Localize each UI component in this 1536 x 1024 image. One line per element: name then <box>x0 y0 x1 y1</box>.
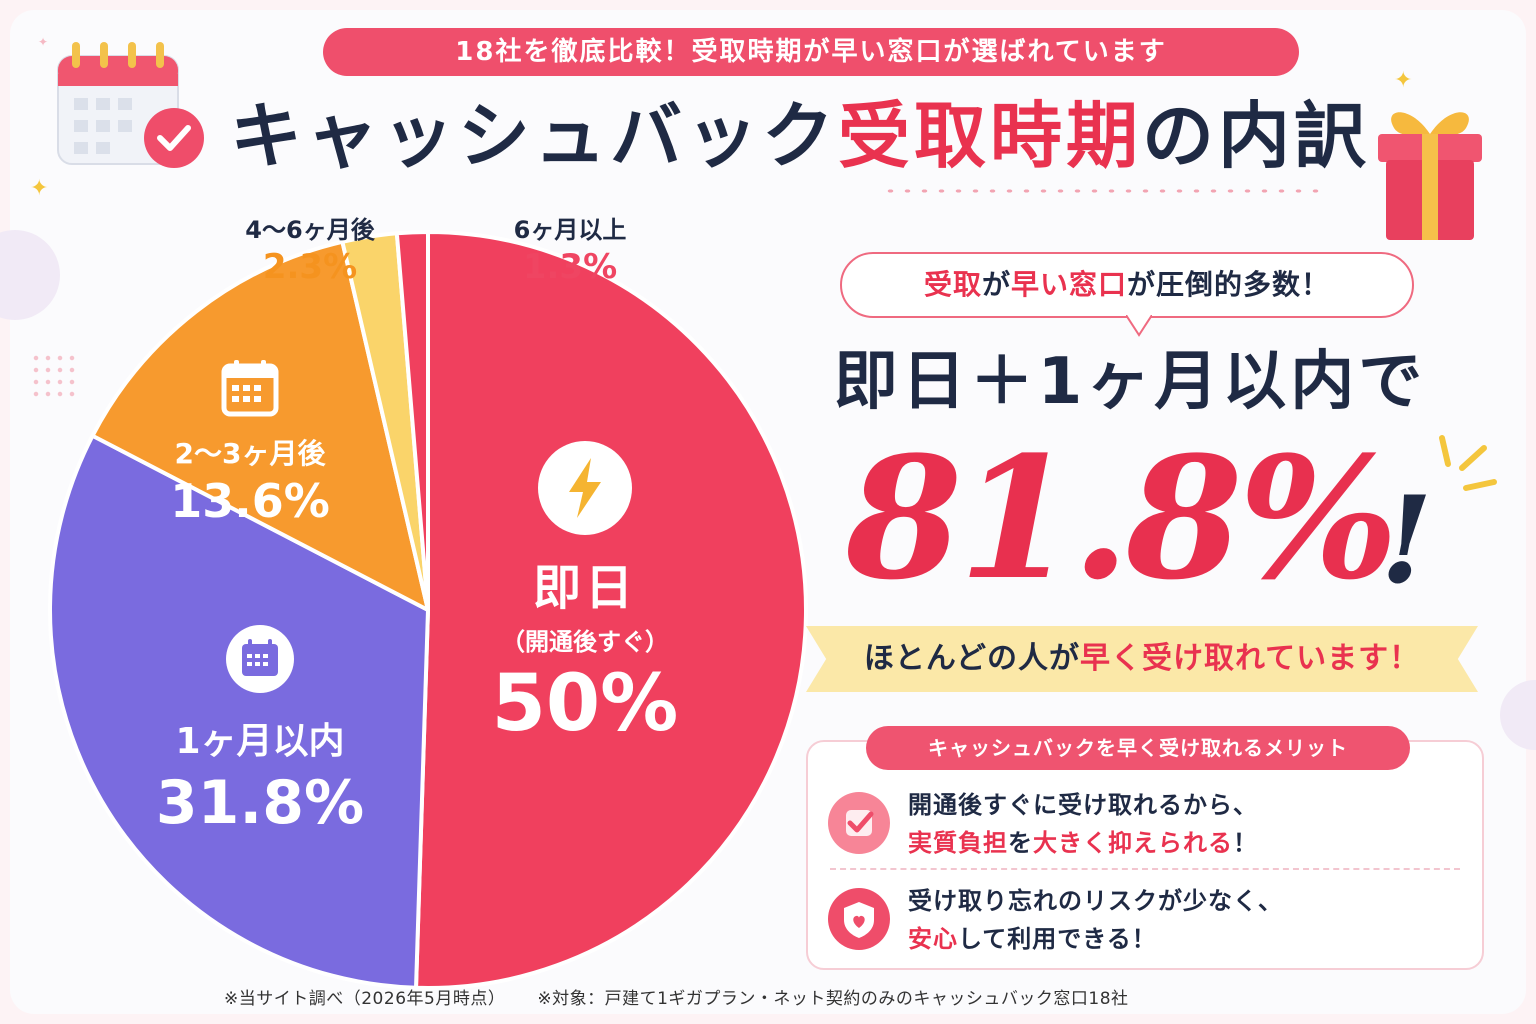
merit-line2: 実質負担を大きく抑えられる！ <box>908 824 1258 862</box>
slice-label-name: 即日 <box>532 560 637 616</box>
top-banner: 18社を徹底比較！受取時期が早い窓口が選ばれています <box>323 28 1299 76</box>
outer-label-4-6months: 4〜6ヶ月後 2.3% <box>210 210 410 287</box>
title-tail: の内訳 <box>1142 94 1371 178</box>
pie-slice-4 <box>394 230 430 612</box>
slice-label-1month: 1ヶ月以内 31.8% <box>130 624 390 838</box>
merit-accent: 大きく抑えられる <box>1033 829 1233 857</box>
footnote: ※当サイト調べ（2026年5月時点） ※対象：戸建て1ギガプラン・ネット契約のみの… <box>224 984 1324 1009</box>
footnote-target: ※対象：戸建て1ギガプラン・ネット契約のみのキャッシュバック窓口18社 <box>537 989 1129 1009</box>
headline-exclamation: ! <box>1380 470 1433 611</box>
sparkle-icon: ✦ <box>1394 68 1413 93</box>
merit-plain: して利用できる！ <box>958 925 1157 953</box>
footnote-source: ※当サイト調べ（2026年5月時点） <box>224 989 506 1009</box>
merit-plain: ！ <box>1233 829 1258 857</box>
merit-accent: 実質負担 <box>908 829 1008 857</box>
merit-item: 受け取り忘れのリスクが少なく、 安心して利用できる！ <box>828 882 1468 962</box>
ribbon-text-accent: 早く受け取れています！ <box>1080 641 1421 676</box>
merit-text: 受け取り忘れのリスクが少なく、 安心して利用できる！ <box>908 882 1283 958</box>
merit-accent: 安心 <box>908 925 958 953</box>
merit-header: キャッシュバックを早く受け取れるメリット <box>866 726 1410 770</box>
title-plain: キャッシュバック <box>230 94 839 178</box>
merit-divider <box>830 868 1460 870</box>
slice-label-sub: （開通後すぐ） <box>501 628 669 656</box>
bubble-tail <box>1126 315 1152 337</box>
slice-label-value: 31.8% <box>155 768 365 838</box>
outer-label-value: 2.3% <box>262 247 358 287</box>
check-icon <box>828 792 890 854</box>
outer-label-name: 6ヶ月以上 <box>513 216 627 244</box>
slice-label-name: 1ヶ月以内 <box>175 721 345 762</box>
dot-pattern <box>30 352 80 402</box>
merit-line1: 開通後すぐに受け取れるから、 <box>908 791 1258 819</box>
ribbon-text: ほとんどの人が <box>863 641 1080 676</box>
slice-label-2-3months: 2〜3ヶ月後 13.6% <box>140 358 360 528</box>
outer-label-name: 4〜6ヶ月後 <box>245 216 375 244</box>
gift-box-icon <box>1378 112 1482 240</box>
headline-subtitle: 即日＋1ヶ月以内で <box>833 345 1427 419</box>
title-accent: 受取時期 <box>838 94 1143 178</box>
calendar-check-icon <box>57 42 204 168</box>
merit-plain: を <box>1008 829 1033 857</box>
slice-label-value: 13.6% <box>170 474 330 528</box>
calendar-icon <box>226 625 294 693</box>
slice-label-value: 50% <box>491 659 679 749</box>
yellow-ribbon: ほとんどの人が早く受け取れています！ <box>806 626 1478 692</box>
bubble-text-accent: 受取 <box>923 268 982 301</box>
headline-percentage: 81.8% <box>845 419 1399 617</box>
calendar-icon <box>221 360 279 417</box>
outer-label-6months-plus: 6ヶ月以上 1.3% <box>470 210 670 287</box>
pie-slice-0 <box>414 230 808 990</box>
speech-bubble: 受取が早い窓口が圧倒的多数！ <box>840 252 1414 318</box>
title-dotted-underline <box>882 186 1322 196</box>
merit-line1: 受け取り忘れのリスクが少なく、 <box>908 887 1283 915</box>
slice-label-name: 2〜3ヶ月後 <box>174 437 326 470</box>
merit-text: 開通後すぐに受け取れるから、 実質負担を大きく抑えられる！ <box>908 786 1258 862</box>
merit-line2: 安心して利用できる！ <box>908 920 1283 958</box>
lightning-icon <box>538 441 632 535</box>
bubble-text-accent: 早い窓口 <box>1011 268 1128 301</box>
page-title: キャッシュバック受取時期の内訳 <box>230 88 1370 184</box>
pie-slice-1 <box>48 433 430 990</box>
sparkle-icon: ✦ <box>38 35 49 49</box>
bubble-text: が圧倒的多数！ <box>1127 268 1331 301</box>
shield-heart-icon <box>828 888 890 950</box>
slice-label-sokujitsu: 即日 （開通後すぐ） 50% <box>470 440 700 749</box>
sparkle-icon: ✦ <box>30 176 49 201</box>
pie-slice-2 <box>90 239 430 612</box>
emphasis-lines-icon <box>1439 435 1497 491</box>
merit-item: 開通後すぐに受け取れるから、 実質負担を大きく抑えられる！ <box>828 786 1468 866</box>
outer-label-value: 1.3% <box>522 247 618 287</box>
bubble-text: が <box>981 268 1011 301</box>
